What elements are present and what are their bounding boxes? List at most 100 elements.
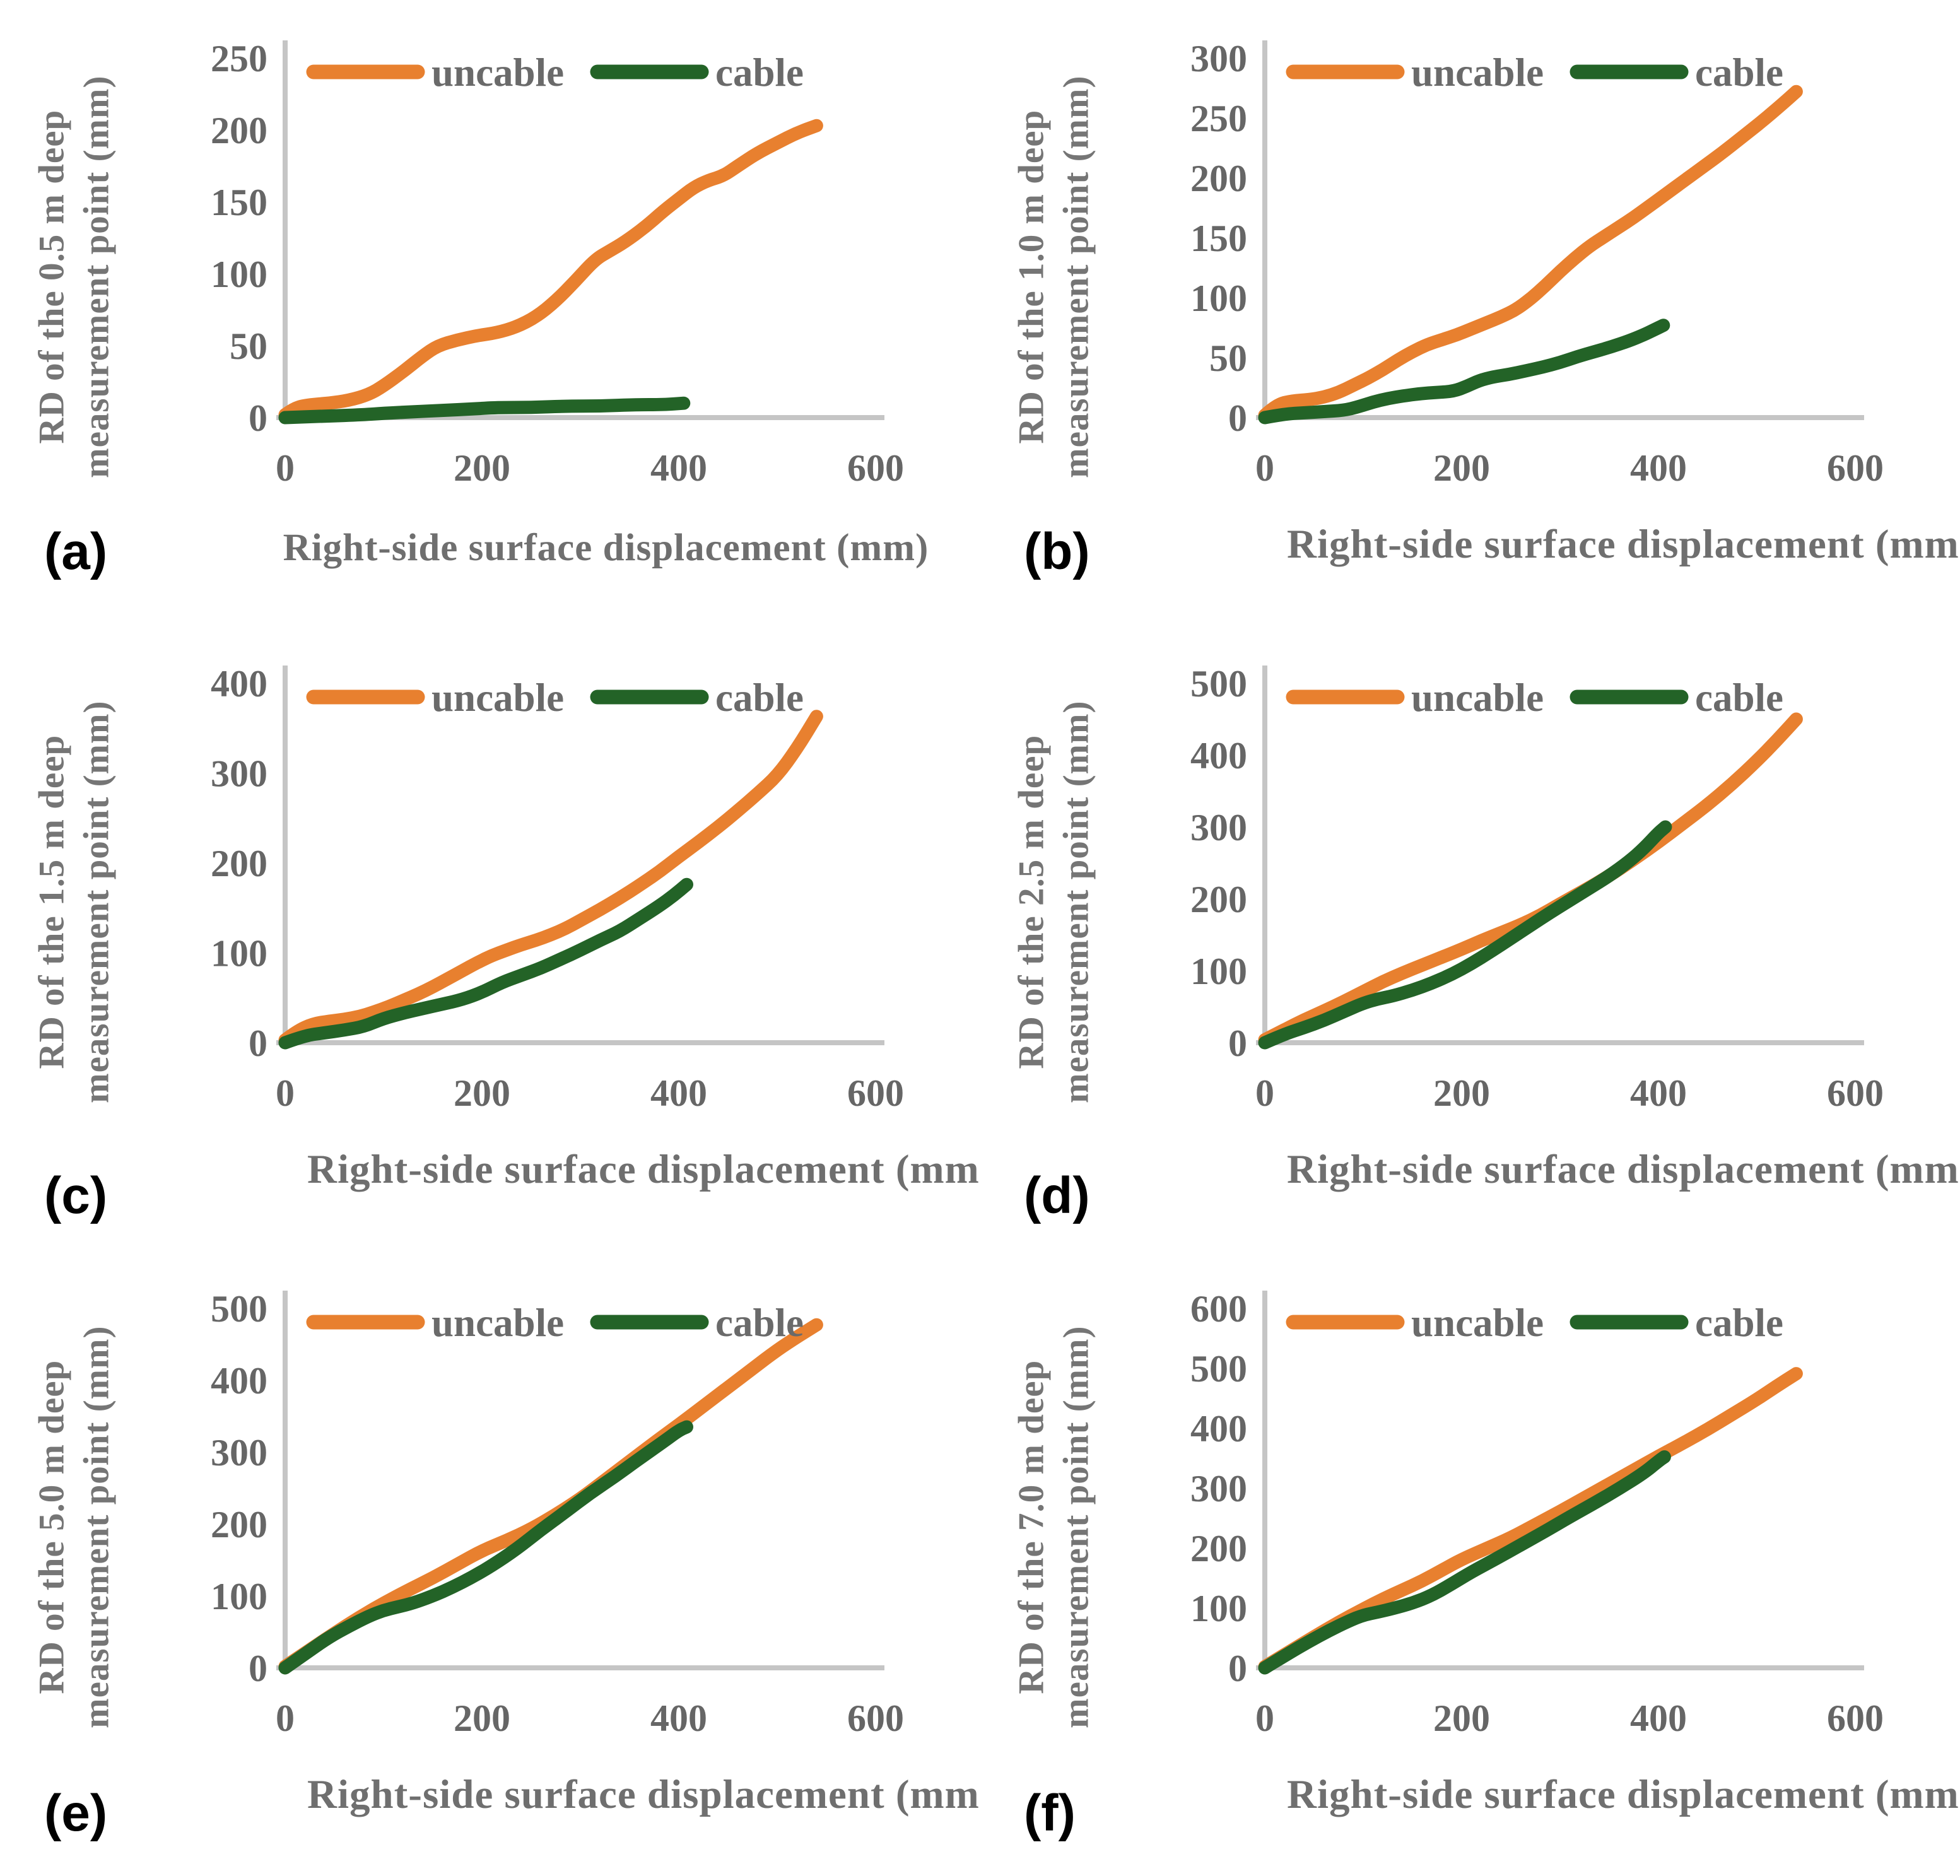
y-axis-title: RD of the 5.0 m deep measurement point (…: [32, 1325, 116, 1728]
y-tick-label: 200: [211, 1504, 267, 1545]
y-tick-label: 300: [1190, 1468, 1247, 1510]
x-axis-title: Right-side surface displacement (mm): [1287, 522, 1960, 567]
panel-letter: (e): [44, 1785, 108, 1842]
y-tick-label: 400: [211, 1360, 267, 1402]
y-tick-label: 200: [211, 110, 267, 151]
series-uncable-line: [278, 710, 823, 1047]
y-tick-label: 0: [249, 1023, 267, 1064]
y-axis-title: RD of the 2.5 m deep measurement point (…: [1011, 700, 1096, 1103]
chart-panel-e: 0 100 200 300 400 500 0 200 400 600 uncable cable R…: [0, 1250, 980, 1876]
plot-area-c: 0 100 200 300 400 0 200 400 600 uncable cable: [211, 663, 904, 1114]
x-tick-label: 600: [1827, 1072, 1884, 1114]
x-axis-title: Right-side surface displacement (mm): [1287, 1147, 1960, 1192]
y-tick-label: 200: [211, 843, 267, 884]
x-axis-title: Right-side surface displacement (mm): [307, 1772, 980, 1817]
x-tick-label: 0: [276, 447, 295, 489]
panel-letter: (d): [1024, 1167, 1090, 1224]
y-tick-label: 150: [1190, 218, 1247, 259]
y-tick-label: 300: [1190, 38, 1247, 79]
y-tick-label: 0: [1228, 1023, 1247, 1064]
y-tick-label: 100: [211, 933, 267, 975]
y-axis-title: RD of the 0.5 m deep measurement point (…: [32, 75, 116, 478]
y-tick-label: 100: [211, 254, 267, 295]
legend-label-cable: cable: [715, 1301, 804, 1345]
panel-letter: (c): [44, 1167, 108, 1224]
plot-area-d: 0 100 200 300 400 500 0 200 400 600 uncable cable: [1190, 663, 1884, 1114]
y-axis-title: RD of the 1.5 m deep measurement point (…: [32, 700, 116, 1103]
y-tick-label: 600: [1190, 1288, 1247, 1330]
y-tick-label: 400: [1190, 735, 1247, 777]
y-tick-label: 50: [1209, 337, 1247, 379]
y-tick-label: 500: [211, 1288, 267, 1330]
y-tick-label: 300: [1190, 807, 1247, 848]
x-tick-label: 0: [1255, 1697, 1274, 1739]
x-tick-label: 600: [1827, 1697, 1884, 1739]
x-tick-label: 400: [650, 447, 707, 489]
y-tick-label: 50: [230, 325, 267, 367]
chart-panel-b: 0 50 100 150 200 250 300 0 200 400 600 uncable cable…: [980, 0, 1960, 625]
y-tick-label: 200: [1190, 1528, 1247, 1569]
x-tick-label: 600: [847, 1697, 904, 1739]
y-tick-label: 500: [1190, 663, 1247, 705]
chart-panel-a: 0 50 100 150 200 250 0 200 400 600 uncable cable RD…: [0, 0, 980, 625]
x-tick-label: 0: [1255, 447, 1274, 489]
legend-label-cable: cable: [1695, 50, 1783, 95]
x-tick-label: 600: [1827, 447, 1884, 489]
y-tick-label: 100: [211, 1576, 267, 1617]
y-axis-title: RD of the 7.0 m deep measurement point (…: [1011, 1325, 1096, 1728]
series-uncable-line: [278, 119, 823, 421]
x-axis-title: Right-side surface displacement (mm): [1287, 1772, 1960, 1817]
y-tick-label: 400: [1190, 1408, 1247, 1450]
x-axis-title: Right-side surface displacement (mm): [283, 527, 929, 569]
y-tick-label: 100: [1190, 278, 1247, 319]
chart-panel-c: 0 100 200 300 400 0 200 400 600 uncable cable RD o…: [0, 625, 980, 1250]
y-tick-label: 100: [1190, 1588, 1247, 1629]
series-cable-line: [278, 877, 693, 1050]
x-tick-label: 600: [847, 1072, 904, 1114]
legend-label-cable: cable: [1695, 1301, 1783, 1345]
y-tick-label: 300: [211, 1432, 267, 1474]
x-tick-label: 400: [1630, 447, 1687, 489]
x-tick-label: 0: [276, 1697, 295, 1739]
x-tick-label: 200: [1433, 1072, 1490, 1114]
chart-panel-f: 0 100 200 300 400 500 600 0 200 400 600 uncable cabl…: [980, 1250, 1960, 1876]
legend-label-uncable: uncable: [1411, 676, 1544, 720]
x-tick-label: 0: [276, 1072, 295, 1114]
y-tick-label: 400: [211, 663, 267, 705]
x-tick-label: 200: [454, 447, 510, 489]
x-tick-label: 600: [847, 447, 904, 489]
series-cable-line: [1258, 820, 1672, 1050]
series-cable-line: [1258, 319, 1670, 425]
y-tick-label: 250: [1190, 98, 1247, 139]
x-tick-label: 400: [1630, 1697, 1687, 1739]
series-cable-line: [278, 396, 691, 425]
x-tick-label: 400: [1630, 1072, 1687, 1114]
x-tick-label: 200: [454, 1697, 510, 1739]
x-tick-label: 0: [1255, 1072, 1274, 1114]
y-tick-label: 500: [1190, 1348, 1247, 1390]
x-tick-label: 200: [454, 1072, 510, 1114]
series-cable-line: [278, 1420, 693, 1675]
y-tick-label: 300: [211, 753, 267, 795]
legend-label-cable: cable: [715, 676, 804, 720]
y-tick-label: 150: [211, 182, 267, 223]
legend-label-uncable: uncable: [1411, 50, 1544, 95]
x-tick-label: 400: [650, 1697, 707, 1739]
x-axis-title: Right-side surface displacement (mm): [307, 1147, 980, 1192]
panel-letter: (a): [44, 523, 108, 580]
legend-label-uncable: uncable: [431, 676, 564, 720]
y-tick-label: 0: [249, 1648, 267, 1689]
y-tick-label: 0: [1228, 1648, 1247, 1689]
x-tick-label: 200: [1433, 1697, 1490, 1739]
x-tick-label: 200: [1433, 447, 1490, 489]
plot-area-a: 0 50 100 150 200 250 0 200 400 600 uncable cable: [211, 38, 904, 489]
legend-label-cable: cable: [715, 50, 804, 95]
panel-letter: (f): [1024, 1785, 1076, 1842]
legend-label-cable: cable: [1695, 676, 1783, 720]
panel-letter: (b): [1024, 523, 1090, 580]
y-axis-title: RD of the 1.0 m deep measurement point (…: [1011, 75, 1096, 478]
y-tick-label: 0: [1228, 397, 1247, 439]
plot-area-b: 0 50 100 150 200 250 300 0 200 400 600 uncable cable: [1190, 38, 1884, 489]
series-uncable-line: [1258, 712, 1803, 1046]
